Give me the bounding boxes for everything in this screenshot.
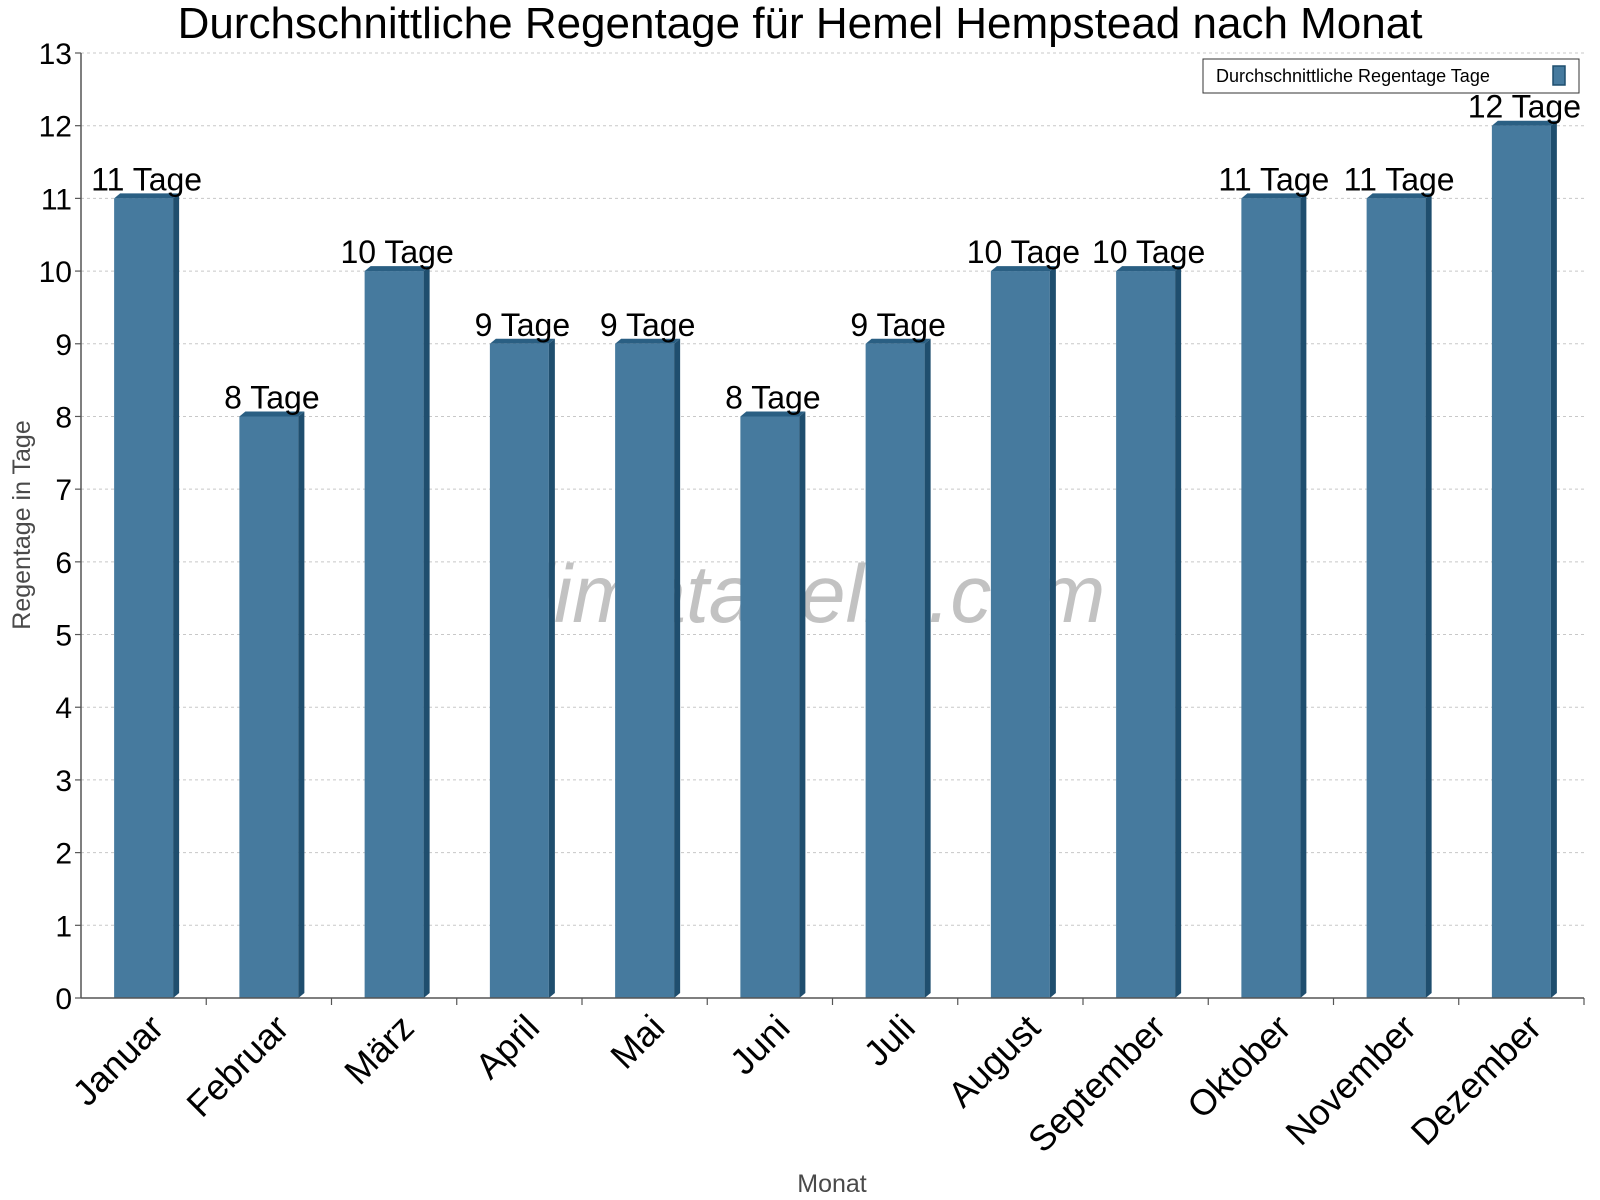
bar-top [239,411,305,417]
bar-top [615,338,681,344]
bar-top [1241,193,1307,199]
bar-face [615,343,675,998]
bar [1116,266,1182,999]
bar [740,411,806,998]
bar-top [489,338,555,344]
grid-layer [81,52,1584,926]
y-tick-label: 5 [55,620,72,653]
bar-face [1116,271,1176,999]
bar-face [1491,125,1551,998]
legend: Durchschnittliche Regentage Tage [1202,58,1580,94]
chart-title: Durchschnittliche Regentage für Hemel He… [178,0,1423,48]
bar-top [364,266,430,272]
bar-face [114,198,174,998]
bar-face [1241,198,1301,998]
bar-top [740,411,806,417]
y-tick-label: 2 [55,838,72,871]
bar-face [990,271,1050,999]
x-tick-label: März [336,1007,422,1093]
x-tick-label: Januar [64,1007,171,1114]
y-tick-label: 0 [55,983,72,1016]
bar [865,338,931,998]
x-tick-label: Februar [178,1007,296,1125]
bar-side [548,338,555,998]
bar-top [865,338,931,344]
bar-top [1366,193,1432,199]
data-label: 10 Tage [340,234,453,270]
x-tick-label: Oktober [1179,1007,1299,1127]
data-label: 10 Tage [1092,234,1205,270]
x-axis-label: Monat [797,1170,867,1198]
bars-layer [114,120,1557,999]
x-tick-label: Mai [602,1007,672,1077]
data-label: 11 Tage [91,161,202,197]
x-tick-label: August [940,1007,1048,1115]
y-tick-label: 9 [55,329,72,362]
data-label: 11 Tage [1344,161,1455,197]
x-tick-label: Juli [856,1007,923,1074]
bar-face [1366,198,1426,998]
bar-side [1550,120,1557,998]
bar-top [1116,266,1182,272]
data-label: 10 Tage [967,234,1080,270]
x-tick-label: November [1277,1007,1423,1153]
bar [990,266,1056,999]
data-label: 8 Tage [725,379,821,415]
x-tick-label: April [467,1007,547,1087]
labels-layer: 11 Tage 8 Tage 10 Tage 9 Tage 9 Tage 8 Tage 9 … [91,89,1581,416]
y-tick-label: 6 [55,547,72,580]
bar-side [1425,193,1432,998]
data-label: 11 Tage [1218,161,1329,197]
y-tick-label: 11 [41,183,72,216]
bar [489,338,555,998]
y-axis-label: Regentage in Tage [8,420,36,629]
x-tick-label: Dezember [1403,1007,1549,1153]
y-tick-label: 4 [55,692,72,725]
bar-face [364,271,424,999]
bar-face [865,343,925,998]
bar-face [489,343,549,998]
x-tick-label: September [1020,1007,1174,1161]
bar-side [423,266,430,999]
bar-top [1491,120,1557,126]
legend-label: Durchschnittliche Regentage Tage [1216,66,1490,86]
data-label: 9 Tage [850,307,946,343]
bar [239,411,305,998]
bar-side [674,338,681,998]
bar [364,266,430,999]
x-ticks: Januar Februar März April Mai Juni Juli AugustS… [64,998,1585,1161]
bar-side [298,411,305,998]
bar [1241,193,1307,998]
y-tick-label: 13 [39,38,72,71]
bar-top [990,266,1056,272]
bar [1491,120,1557,998]
data-label: 8 Tage [224,379,320,415]
bar-face [239,416,299,998]
legend-box [1202,58,1580,94]
y-tick-label: 8 [55,401,72,434]
bar-face [740,416,800,998]
data-label: 9 Tage [600,307,696,343]
bar-side [799,411,806,998]
bar-side [1049,266,1056,999]
x-tick-label: Juni [722,1007,798,1083]
y-tick-label: 7 [55,474,72,507]
y-tick-label: 10 [39,256,72,289]
bar-side [1300,193,1307,998]
y-tick-label: 12 [39,111,72,144]
data-label: 9 Tage [475,307,571,343]
bar-side [924,338,931,998]
bar [615,338,681,998]
bar-side [1175,266,1182,999]
bar [1366,193,1432,998]
bar [114,193,180,998]
y-tick-label: 3 [55,765,72,798]
legend-swatch [1552,65,1566,86]
bar-top [114,193,180,199]
data-label: 12 Tage [1468,89,1581,125]
bar-side [173,193,180,998]
y-tick-label: 1 [55,910,72,943]
